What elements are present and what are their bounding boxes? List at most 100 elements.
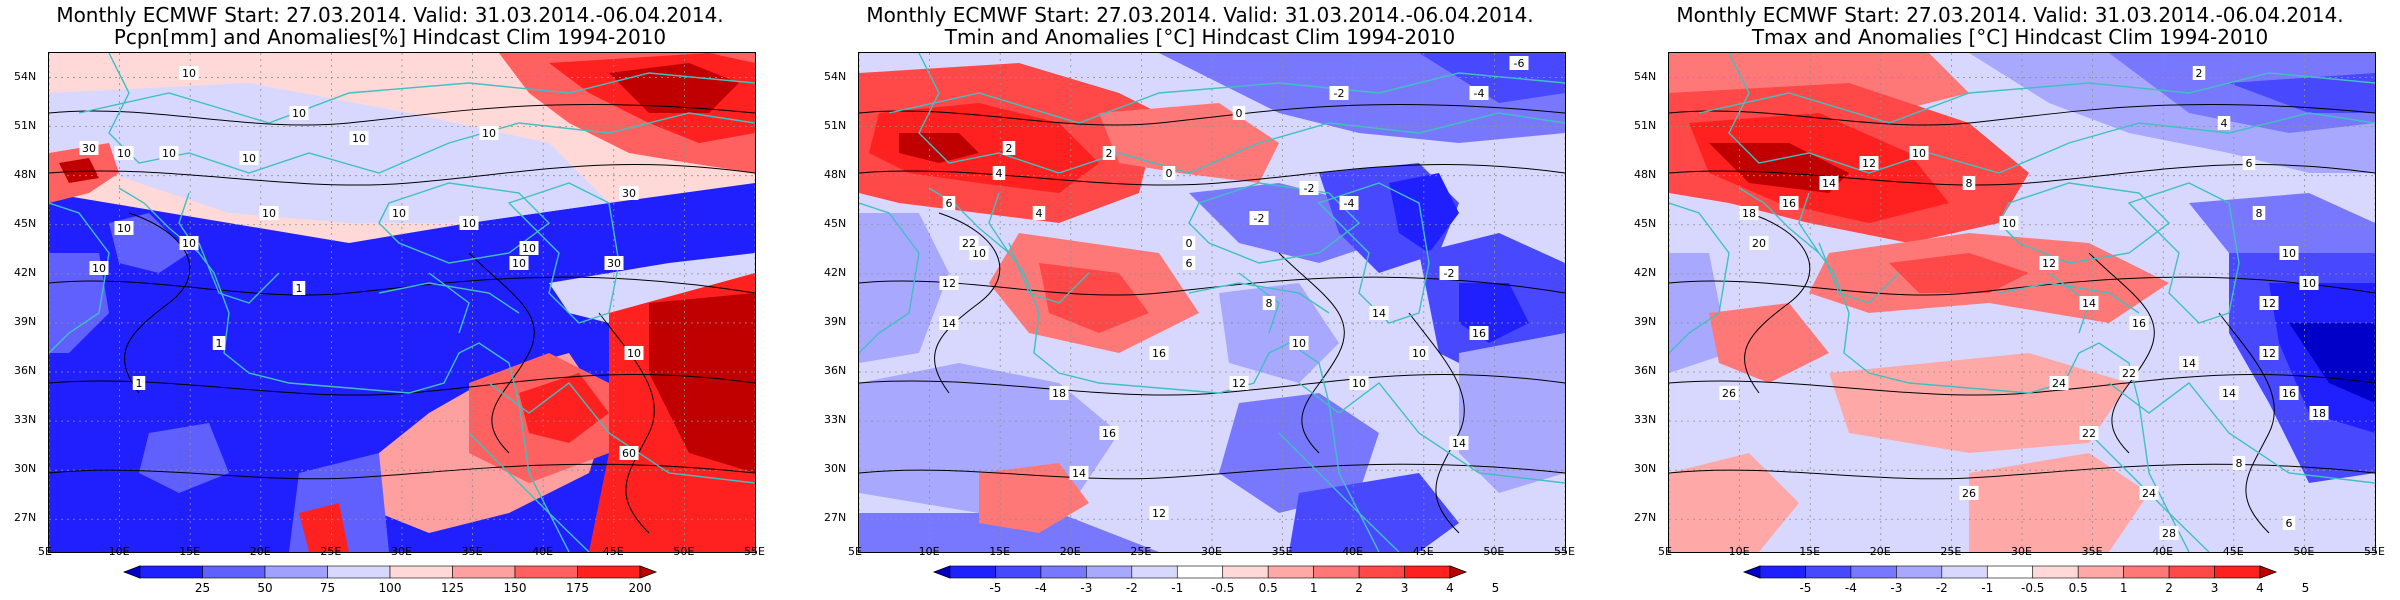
anomaly-field-region	[2229, 73, 2375, 113]
colorbar-segment	[1267, 565, 1314, 579]
anomaly-field-region	[1709, 303, 1829, 383]
coastline	[1298, 382, 1565, 484]
svg-text:4: 4	[2221, 117, 2228, 130]
svg-text:10: 10	[2282, 247, 2296, 260]
colorbar-label: -0.5	[1211, 581, 1234, 595]
colorbar-label: 150	[504, 581, 527, 595]
colorbar-extend-low	[1742, 565, 1761, 579]
svg-text:12: 12	[1232, 377, 1246, 390]
anomaly-field-region	[519, 373, 609, 443]
svg-text:8: 8	[2236, 457, 2243, 470]
contour-label: 26	[1719, 386, 1739, 400]
svg-text:24: 24	[2142, 487, 2156, 500]
svg-text:6: 6	[2286, 517, 2293, 530]
contour-label: 2	[2192, 66, 2206, 80]
svg-text:20: 20	[1752, 237, 1766, 250]
contour-label: 8	[2252, 206, 2266, 220]
contour-label: 10	[509, 256, 529, 270]
anomaly-field-region	[1289, 473, 1459, 552]
svg-text:-2: -2	[1444, 267, 1455, 280]
contour-label: 6	[942, 196, 956, 210]
contour-label: -2	[1249, 211, 1269, 225]
colorbar-label: -1	[1171, 581, 1183, 595]
panel-title-line2: Pcpn[mm] and Anomalies[%] Hindcast Clim …	[113, 25, 667, 49]
svg-text:12: 12	[1152, 507, 1166, 520]
coastline	[378, 282, 520, 314]
svg-text:14: 14	[1372, 307, 1386, 320]
anomaly-field-region	[49, 83, 609, 223]
contour-line	[1669, 103, 2375, 126]
map-svg: -6-4-20246420-2-4-2068101214161812101614…	[859, 53, 1565, 552]
panel-pcpn: Monthly ECMWF Start: 27.03.2014. Valid: …	[0, 0, 780, 600]
contour-label: 10	[459, 216, 479, 230]
svg-text:16: 16	[1152, 347, 1166, 360]
latitude-tick-label: 48N	[1634, 167, 1657, 181]
svg-text:10: 10	[2002, 217, 2016, 230]
colorbar-label: 25	[195, 581, 210, 595]
latitude-tick-label: 54N	[14, 69, 37, 83]
contour-label: 0	[1232, 106, 1246, 120]
contour-label: -4	[1339, 196, 1359, 210]
svg-text:10: 10	[482, 127, 496, 140]
coastline	[1278, 432, 1400, 552]
latitude-tick-label: 45N	[14, 216, 37, 230]
colorbar-segment	[327, 565, 391, 579]
contour-label: 12	[2259, 296, 2279, 310]
svg-text:18: 18	[1742, 207, 1756, 220]
coastline	[888, 72, 1565, 124]
latitude-tick-label: 36N	[1634, 364, 1657, 378]
contour-label: 10	[179, 236, 199, 250]
colorbar-label: -0.5	[2021, 581, 2044, 595]
coastline	[1317, 182, 1430, 324]
contour-line	[859, 276, 1565, 296]
svg-text:16: 16	[1782, 197, 1796, 210]
contour-label: 12	[2259, 346, 2279, 360]
svg-text:18: 18	[1052, 387, 1066, 400]
colorbar: -5 -4 -3 -2 -1 -0.5 0.5 1 2 3 4 5	[1742, 565, 2309, 595]
contour-label: 10	[519, 241, 539, 255]
longitude-tick-label: 55E	[2364, 545, 2385, 558]
svg-text:10: 10	[92, 262, 106, 275]
longitude-tick-label: 20E	[1869, 545, 1891, 558]
contour-label: 18	[1739, 206, 1759, 220]
colorbar-segment	[1358, 565, 1405, 579]
contour-line	[859, 463, 1565, 480]
anomaly-field-region	[859, 513, 1159, 552]
anomaly-field-region	[1389, 173, 1459, 253]
anomaly-field-region	[1039, 263, 1149, 333]
colorbar-label: -3	[1890, 581, 1902, 595]
anomaly-field-region	[859, 213, 949, 363]
contour-label: 10	[349, 131, 369, 145]
longitude-tick-label: 40E	[532, 545, 554, 558]
svg-text:22: 22	[2122, 367, 2136, 380]
longitude-tick-label: 5E	[848, 545, 862, 558]
svg-text:12: 12	[942, 277, 956, 290]
colorbar-label: -4	[1035, 581, 1047, 595]
latitude-tick-label: 39N	[14, 314, 37, 328]
panel-title-line2: Tmin and Anomalies [°C] Hindcast Clim 19…	[944, 25, 1456, 49]
colorbar-segment	[1896, 565, 1943, 579]
contour-label: -2	[1329, 86, 1349, 100]
contour-line	[1669, 276, 2375, 296]
svg-text:-2: -2	[1254, 212, 1265, 225]
svg-text:10: 10	[627, 347, 641, 360]
coastline	[2108, 382, 2375, 484]
svg-text:28: 28	[2162, 527, 2176, 540]
contour-label: 4	[2217, 116, 2231, 130]
svg-text:14: 14	[1822, 177, 1836, 190]
coastline	[1998, 282, 2140, 314]
contour-line	[49, 103, 755, 126]
contour-label: 8	[1262, 296, 1276, 310]
coastline	[1188, 282, 1330, 314]
contour-label: 8	[1962, 176, 1976, 190]
contour-label: 14	[2219, 386, 2239, 400]
svg-text:60: 60	[622, 447, 636, 460]
colorbar-label: 175	[566, 581, 589, 595]
latitude-tick-label: 33N	[14, 413, 37, 427]
contour-line	[859, 163, 1565, 186]
svg-text:10: 10	[352, 132, 366, 145]
contour-label: 14	[1069, 466, 1089, 480]
latitude-tick-label: 48N	[14, 167, 37, 181]
contour-label: 10	[239, 151, 259, 165]
contour-label: 16	[1149, 346, 1169, 360]
